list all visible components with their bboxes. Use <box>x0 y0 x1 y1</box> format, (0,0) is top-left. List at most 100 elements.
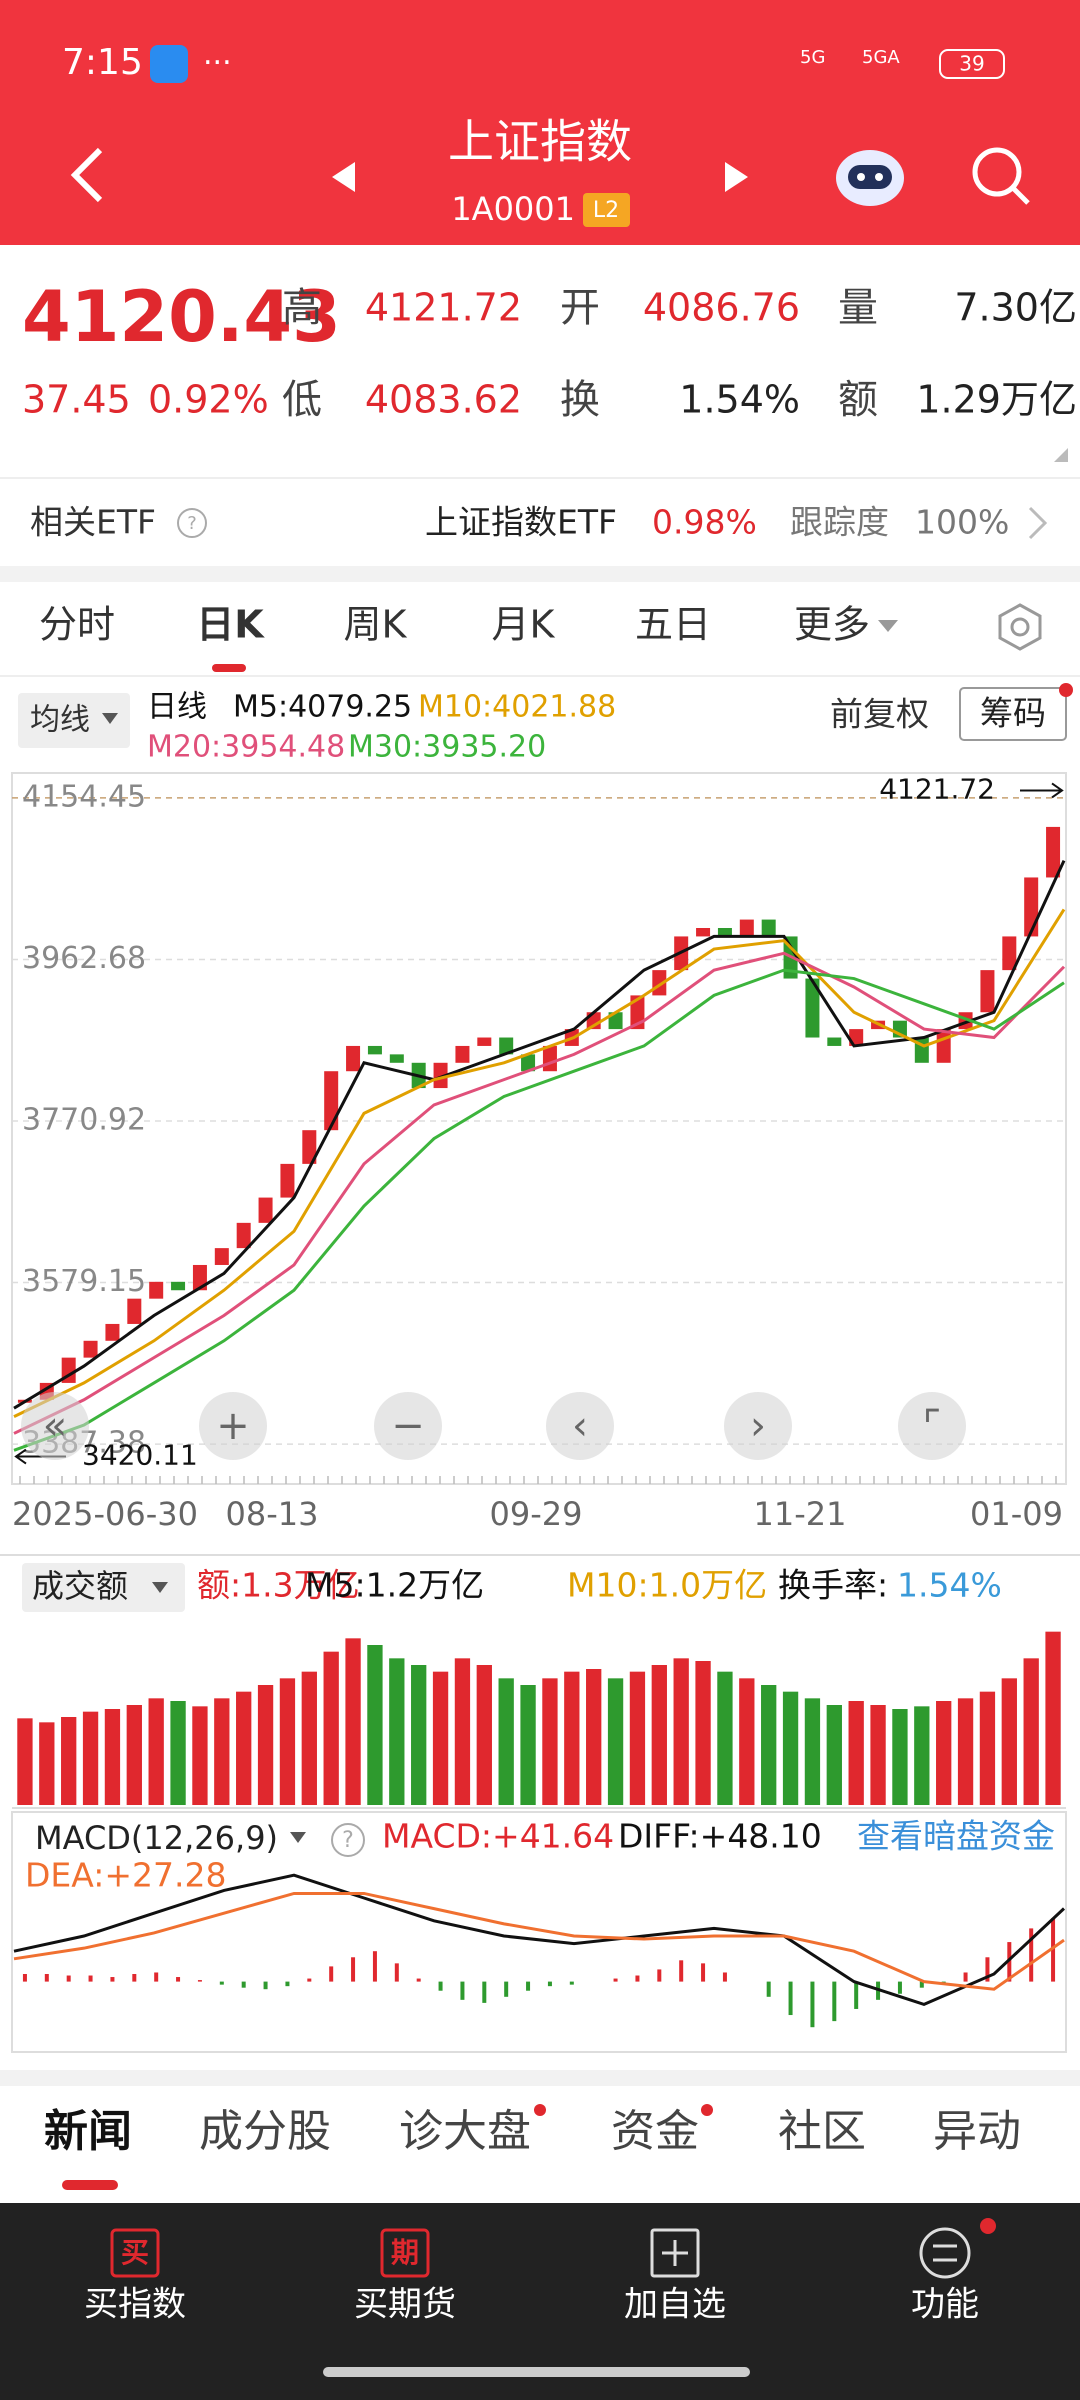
news-tab[interactable]: 资金 <box>611 2106 699 2157</box>
period-tab[interactable]: 日K <box>196 603 265 647</box>
index-code: 1A0001 <box>451 190 575 228</box>
chart-control[interactable] <box>21 1392 89 1460</box>
next-index[interactable] <box>725 162 748 192</box>
macd-line <box>13 1873 1066 2007</box>
tracking: 100% <box>915 503 1009 542</box>
more-dots: ··· <box>203 46 232 81</box>
change: 37.45 <box>22 378 131 422</box>
macd-bar <box>569 1981 574 1985</box>
assistant-icon[interactable] <box>836 150 904 206</box>
period-tab[interactable]: 周K <box>344 603 408 647</box>
nav-label[interactable]: 加自选 <box>624 2285 726 2325</box>
chart-control[interactable] <box>724 1392 792 1460</box>
prev-index[interactable] <box>332 162 355 192</box>
battery-level: 39 <box>959 52 984 76</box>
low-label: 3420.11 <box>82 1439 198 1472</box>
candle <box>192 1264 207 1291</box>
volume-bar <box>586 1669 602 1805</box>
battery <box>939 49 1005 79</box>
macd-bar <box>394 1963 399 1982</box>
chart-control[interactable] <box>199 1392 267 1460</box>
last-price: 4120.43 <box>22 276 341 358</box>
chevron[interactable] <box>1028 506 1048 540</box>
tracking-label: 跟踪度 <box>790 503 889 542</box>
candle <box>1002 936 1017 971</box>
volume-bar <box>454 1658 471 1805</box>
volume-bar <box>61 1717 77 1805</box>
volume-bar <box>761 1685 777 1805</box>
volume-bar <box>411 1665 427 1805</box>
news-tab[interactable]: 诊大盘 <box>399 2106 531 2157</box>
macd-legend: MACD:+41.64 <box>382 1817 614 1856</box>
back-button[interactable] <box>70 147 103 203</box>
search-icon[interactable] <box>972 147 1030 205</box>
field-label: 换 <box>560 377 600 423</box>
period-tab[interactable]: 分时 <box>39 603 115 647</box>
field-label: 额 <box>838 377 878 423</box>
nav-label[interactable]: 买期货 <box>354 2285 456 2325</box>
macd-bar <box>504 1981 509 1997</box>
red-dot <box>1059 683 1073 697</box>
candle <box>696 928 711 937</box>
period-tab[interactable]: 月K <box>492 603 556 647</box>
etf-name[interactable]: 上证指数ETF <box>425 503 617 542</box>
period-tab[interactable]: 更多 <box>794 603 870 647</box>
dark-pool-link[interactable]: 查看暗盘资金 <box>857 1817 1055 1856</box>
settings-icon[interactable] <box>998 603 1042 651</box>
help-glyph: ? <box>342 1828 354 1853</box>
period-tab[interactable]: 五日 <box>635 603 711 647</box>
nav-label[interactable]: 买指数 <box>84 2285 186 2325</box>
help-icon[interactable] <box>177 508 207 538</box>
candle <box>1024 877 1039 937</box>
volume-bar <box>870 1705 886 1805</box>
news-tab[interactable]: 成分股 <box>199 2106 331 2157</box>
tab-underline <box>212 664 246 672</box>
volume-bar <box>607 1678 624 1805</box>
candle <box>236 1222 251 1249</box>
chart-control[interactable] <box>374 1392 442 1460</box>
chart-control[interactable] <box>546 1392 614 1460</box>
news-tab[interactable]: 异动 <box>933 2106 1021 2157</box>
macd-bar <box>482 1981 487 2003</box>
volume-selector[interactable] <box>22 1563 185 1612</box>
candle <box>1046 826 1061 878</box>
field-label: 高 <box>282 285 322 331</box>
etf-change: 0.98% <box>652 503 757 542</box>
candle <box>302 1130 317 1164</box>
etf-label: 相关ETF <box>30 503 156 542</box>
chips-button[interactable] <box>959 687 1067 741</box>
y-tick-label: 3962.68 <box>22 941 146 976</box>
adjust-label[interactable]: 前复权 <box>830 695 929 734</box>
high-arrow <box>1020 782 1064 799</box>
volume-bar <box>148 1698 164 1805</box>
volume-bar <box>739 1678 755 1805</box>
field-label: 量 <box>838 285 878 331</box>
help-icon[interactable] <box>331 1823 365 1857</box>
volume-bar <box>170 1701 186 1805</box>
candle <box>149 1281 164 1299</box>
volume-bar <box>279 1678 296 1805</box>
candle <box>171 1281 186 1291</box>
volume-bar <box>389 1658 405 1805</box>
macd-bar <box>219 1981 224 1985</box>
band <box>0 2070 1080 2086</box>
news-tab[interactable]: 社区 <box>778 2106 866 2157</box>
macd-bar <box>679 1960 684 1982</box>
volume-bar <box>104 1709 121 1805</box>
candle <box>608 1012 623 1030</box>
volume-selector-label: 成交额 <box>32 1567 128 1605</box>
indicator-button[interactable] <box>18 693 130 748</box>
control-glyph: − <box>391 1403 425 1449</box>
news-tab[interactable]: 新闻 <box>44 2106 132 2157</box>
field-value: 1.54% <box>679 378 800 422</box>
field-value: 7.30亿 <box>954 286 1077 330</box>
y-tick-label: 3770.92 <box>22 1102 146 1137</box>
candle <box>717 928 732 937</box>
macd-bar <box>1051 1918 1056 1982</box>
chart-control[interactable] <box>898 1392 966 1460</box>
macd-bar <box>810 1981 815 2028</box>
volume-bar <box>1023 1658 1039 1805</box>
volume-bar <box>892 1709 908 1805</box>
nav-label[interactable]: 功能 <box>911 2285 979 2325</box>
